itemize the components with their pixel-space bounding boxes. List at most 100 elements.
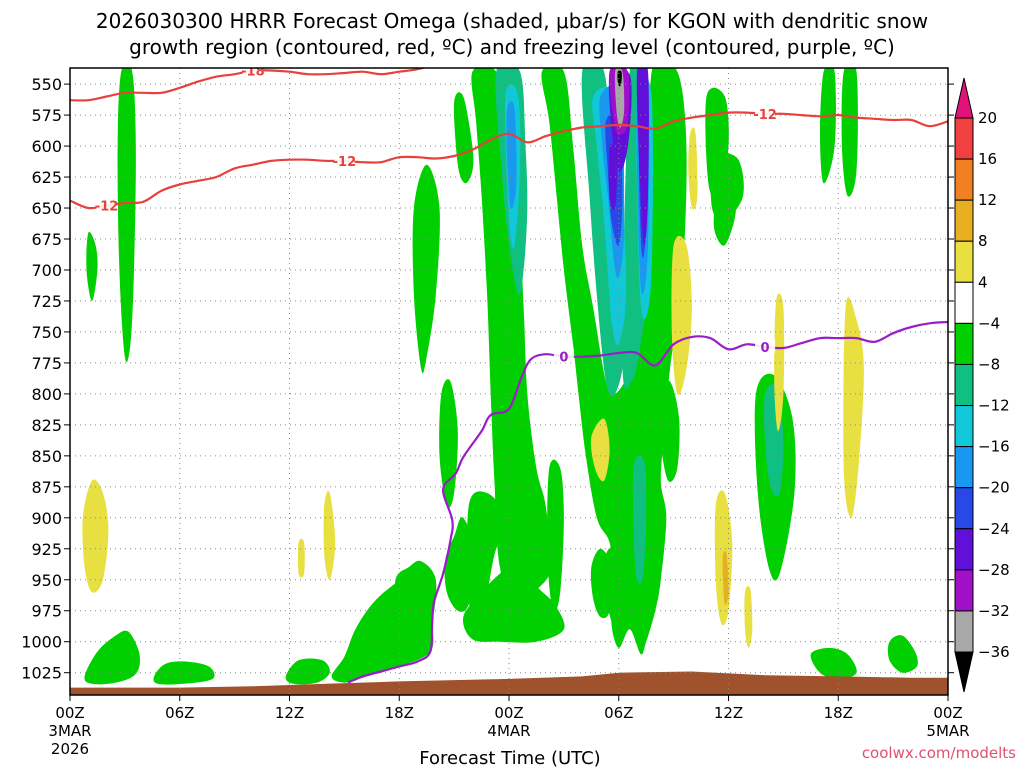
colorbar-bin [954, 569, 974, 612]
omega-region [590, 418, 610, 482]
colorbar-label: −32 [978, 602, 1010, 620]
omega-region [547, 459, 564, 613]
chart-title-line-2: growth region (contoured, red, ºC) and f… [129, 35, 895, 59]
y-tick-label: 925 [31, 540, 62, 559]
colorbar-bin [954, 610, 974, 653]
contour-label-bg [755, 105, 776, 120]
chart-title-line-1: 2026030300 HRRR Forecast Omega (shaded, … [96, 9, 928, 33]
colorbar-label: 20 [978, 109, 997, 127]
omega-region [608, 143, 618, 211]
omega-region [82, 479, 109, 593]
y-tick-label: 1025 [21, 664, 62, 683]
colorbar-top-arrow [954, 77, 974, 119]
omega-region [117, 68, 136, 363]
omega-region [614, 68, 625, 128]
omega-region [323, 490, 336, 580]
omega-region [439, 379, 458, 508]
colorbar-label: −20 [978, 479, 1010, 497]
colorbar: 20 16 12 8 4 −4 −8 −12 −16 −20 −24 −28 −32 −36 [954, 77, 1010, 693]
contour-label: -18 [241, 64, 265, 79]
y-tick-label: 900 [31, 509, 62, 528]
y-tick-label: 875 [31, 478, 62, 497]
x-tick-year: 2026 [51, 740, 89, 758]
colorbar-bin [954, 528, 974, 571]
y-tick-label: 825 [31, 416, 62, 435]
x-tick-label: 18Z [824, 704, 853, 722]
y-tick-label: 575 [31, 106, 62, 125]
y-tick-label: 850 [31, 447, 62, 466]
colorbar-bin [954, 117, 974, 160]
y-tick-label: 725 [31, 292, 62, 311]
x-tick-date: 4MAR [487, 722, 530, 740]
omega-region [820, 68, 836, 184]
contour-label: 0 [761, 341, 770, 356]
omega-region [722, 551, 729, 605]
y-tick-label: 650 [31, 199, 62, 218]
omega-region [841, 68, 858, 197]
omega-region [285, 658, 330, 685]
contour-label-bg [553, 348, 574, 363]
x-tick-label: 12Z [275, 704, 304, 722]
omega-region [636, 68, 649, 246]
x-tick-label: 12Z [714, 704, 743, 722]
colorbar-label: −36 [978, 643, 1010, 661]
omega-region [744, 585, 753, 648]
x-tick-label: 00Z [494, 704, 523, 722]
contour-label-bg [334, 152, 355, 167]
colorbar-label: −12 [978, 397, 1010, 415]
x-axis-label: Forecast Time (UTC) [419, 748, 600, 768]
colorbar-label: −28 [978, 561, 1010, 579]
omega-region [688, 127, 698, 210]
colorbar-bin [954, 281, 974, 324]
credit-text: coolwx.com/modelts [862, 744, 1016, 762]
omega-region [605, 546, 625, 624]
contour-label-bg [96, 197, 117, 212]
x-tick-date: 3MAR [48, 722, 91, 740]
colorbar-label: −16 [978, 438, 1010, 456]
omega-shading [82, 68, 918, 685]
omega-region [774, 293, 785, 432]
colorbar-bin [954, 322, 974, 365]
y-tick-label: 550 [31, 75, 62, 94]
y-axis: 550 575 600 625 650 675 700 725 750 775 800 825 850 8… [21, 75, 954, 683]
x-tick-label: 18Z [385, 704, 414, 722]
omega-region [84, 630, 140, 685]
y-tick-label: 625 [31, 168, 62, 187]
omega-region [453, 92, 474, 184]
contour-label: -12 [95, 200, 119, 215]
colorbar-label: −8 [978, 355, 1000, 373]
colorbar-bin [954, 158, 974, 201]
omega-region [467, 491, 506, 630]
y-tick-label: 1000 [21, 633, 62, 652]
colorbar-label: 12 [978, 191, 997, 209]
y-tick-label: 750 [31, 323, 62, 342]
colorbar-bin [954, 199, 974, 242]
x-tick-label: 06Z [604, 704, 633, 722]
omega-region [471, 68, 552, 612]
omega-region [632, 455, 647, 585]
omega-region [297, 538, 305, 578]
omega-region [887, 635, 918, 673]
y-tick-label: 700 [31, 261, 62, 280]
colorbar-label: −24 [978, 520, 1010, 538]
x-tick-label: 00Z [55, 704, 84, 722]
omega-region [658, 380, 680, 482]
colorbar-label: 8 [978, 232, 988, 250]
colorbar-bin [954, 363, 974, 407]
y-tick-label: 775 [31, 354, 62, 373]
x-tick-label: 00Z [933, 704, 962, 722]
colorbar-label: 4 [978, 273, 988, 291]
colorbar-bin [954, 487, 974, 530]
y-tick-label: 800 [31, 385, 62, 404]
x-tick-label: 06Z [165, 704, 194, 722]
colorbar-label: −4 [978, 314, 1000, 332]
x-tick-date: 5MAR [926, 722, 969, 740]
omega-region [713, 188, 736, 246]
omega-region [394, 560, 437, 649]
y-tick-label: 675 [31, 230, 62, 249]
contour-label: 0 [559, 351, 568, 366]
omega-region [412, 164, 440, 374]
dgz-lower-isotherm [70, 111, 948, 210]
omega-region [617, 70, 622, 87]
